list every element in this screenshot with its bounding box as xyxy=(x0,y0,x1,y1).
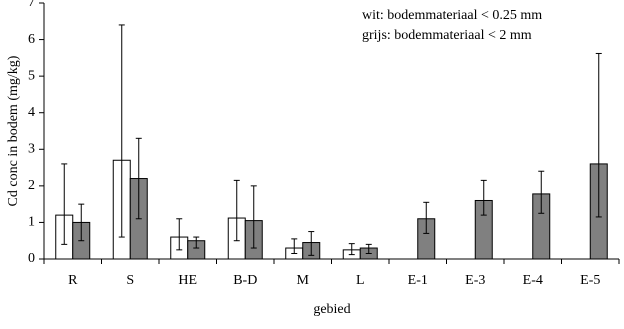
x-tick-label: E-3 xyxy=(465,273,485,288)
y-axis-label: Cd conc in bodem (mg/kg) xyxy=(6,55,21,206)
x-tick-label: E-5 xyxy=(580,273,600,288)
legend-entry: grijs: bodemmateriaal < 2 mm xyxy=(362,28,532,43)
legend-entry: wit: bodemmateriaal < 0.25 mm xyxy=(362,8,542,23)
x-tick-label: M xyxy=(297,273,310,288)
x-axis-label: gebied xyxy=(313,302,350,317)
y-tick-label: 0 xyxy=(28,251,35,266)
x-tick-label: E-1 xyxy=(408,273,428,288)
x-tick-label: B-D xyxy=(233,273,257,288)
y-tick-label: 2 xyxy=(28,178,35,193)
y-tick-label: 5 xyxy=(28,68,35,83)
y-tick-label: 1 xyxy=(28,215,35,230)
x-tick-label: E-4 xyxy=(523,273,543,288)
x-tick-label: HE xyxy=(178,273,197,288)
y-tick-label: 6 xyxy=(28,32,35,47)
y-tick-label: 3 xyxy=(28,142,35,157)
y-tick-label: 7 xyxy=(28,0,35,10)
y-tick-label: 4 xyxy=(28,105,35,120)
x-tick-label: S xyxy=(126,273,134,288)
x-tick-label: R xyxy=(68,273,78,288)
x-tick-label: L xyxy=(356,273,365,288)
